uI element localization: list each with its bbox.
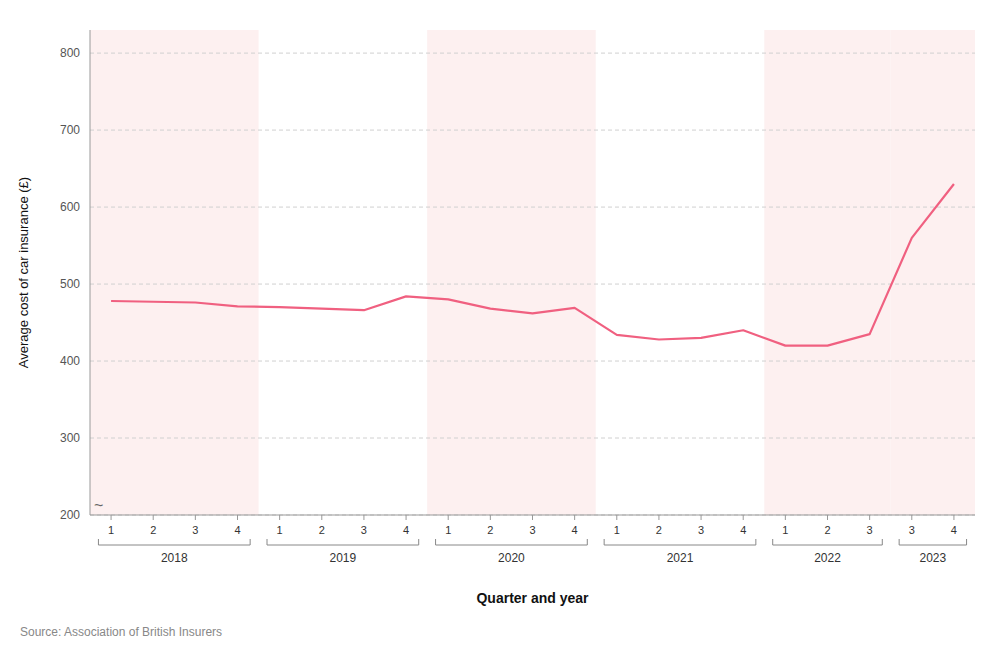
- grid-line: [90, 207, 975, 208]
- x-tick: [616, 515, 617, 520]
- x-tick: [195, 515, 196, 520]
- x-tick-label: 3: [698, 524, 704, 536]
- x-tick: [532, 515, 533, 520]
- x-tick-label: 2: [319, 524, 325, 536]
- x-tick-label: 3: [529, 524, 535, 536]
- y-tick-labels: 200 300 400 500 600 700 800: [60, 46, 80, 522]
- grid-line: [90, 361, 975, 362]
- x-tick-label: 1: [108, 524, 114, 536]
- x-tick: [321, 515, 322, 520]
- y-grid: [90, 53, 975, 515]
- x-tick: [111, 515, 112, 520]
- x-tick: [869, 515, 870, 520]
- year-label: 2022: [814, 551, 841, 565]
- x-tick: [448, 515, 449, 520]
- year-label: 2019: [330, 551, 357, 565]
- x-tick-label: 4: [740, 524, 746, 536]
- grid-line: [90, 53, 975, 54]
- year-bands: [90, 30, 975, 515]
- x-tick-label: 4: [951, 524, 957, 536]
- y-tick-label: 400: [60, 354, 80, 368]
- year-label: 2020: [498, 551, 525, 565]
- year-band: [90, 30, 259, 515]
- chart: 200 300 400 500 600 700 800 1 2 3 4 1 2 3 4 1 2 3 4 1 2 3 4 1 2 3…: [0, 0, 1000, 650]
- background: [0, 0, 1000, 650]
- x-tick-label: 1: [445, 524, 451, 536]
- x-tick-label: 2: [487, 524, 493, 536]
- axis-break: ~: [94, 497, 103, 514]
- y-tick-label: 600: [60, 200, 80, 214]
- x-tick-label: 2: [150, 524, 156, 536]
- x-tick: [658, 515, 659, 520]
- chart-container: 200 300 400 500 600 700 800 1 2 3 4 1 2 3 4 1 2 3 4 1 2 3 4 1 2 3…: [0, 0, 1000, 650]
- x-tick: [279, 515, 280, 520]
- year-label: 2023: [920, 551, 947, 565]
- x-tick-label: 4: [403, 524, 409, 536]
- year-bracket: [436, 539, 588, 545]
- line: [111, 184, 954, 346]
- annotations: 2018 2019 2020 2021 2022 2023 ~ Source: Associa…: [20, 497, 967, 639]
- year-bracket: [899, 539, 966, 545]
- x-tick-label: 4: [572, 524, 578, 536]
- x-tick: [827, 515, 828, 520]
- y-tick-label: 800: [60, 46, 80, 60]
- x-tick: [574, 515, 575, 520]
- y-tick-label: 200: [60, 508, 80, 522]
- y-axis-line: [90, 30, 91, 515]
- year-band: [427, 30, 596, 515]
- year-bracket: [267, 539, 419, 545]
- x-tick-label: 2: [824, 524, 830, 536]
- x-tick-label: 3: [909, 524, 915, 536]
- source-note: Source: Association of British Insurers: [20, 625, 222, 639]
- x-tick-label: 3: [361, 524, 367, 536]
- x-axis-label: Quarter and year: [476, 590, 589, 606]
- x-tick: [701, 515, 702, 520]
- x-tick-label: 2: [656, 524, 662, 536]
- y-tick-label: 300: [60, 431, 80, 445]
- year-band: [891, 30, 975, 515]
- x-tick: [237, 515, 238, 520]
- year-label: 2021: [667, 551, 694, 565]
- year-band: [764, 30, 890, 515]
- grid-line: [90, 438, 975, 439]
- x-tick: [743, 515, 744, 520]
- year-bracket: [604, 539, 756, 545]
- x-tick: [153, 515, 154, 520]
- x-tick-label: 3: [192, 524, 198, 536]
- x-tick-label: 1: [614, 524, 620, 536]
- grid-line: [90, 284, 975, 285]
- grid-line: [90, 130, 975, 131]
- x-tick-label: 3: [867, 524, 873, 536]
- x-tick-label: 1: [277, 524, 283, 536]
- y-tick-label: 700: [60, 123, 80, 137]
- x-ticks: 1 2 3 4 1 2 3 4 1 2 3 4 1 2 3 4 1 2 3 3 4: [108, 515, 957, 536]
- year-label: 2018: [161, 551, 188, 565]
- y-tick-label: 500: [60, 277, 80, 291]
- x-tick: [363, 515, 364, 520]
- year-bracket: [98, 539, 250, 545]
- plot-area: [111, 184, 954, 346]
- x-tick: [953, 515, 954, 520]
- x-tick-label: 4: [234, 524, 240, 536]
- y-axis-label: Average cost of car insurance (£): [16, 177, 31, 368]
- x-tick: [785, 515, 786, 520]
- x-tick-label: 1: [782, 524, 788, 536]
- x-tick: [406, 515, 407, 520]
- x-tick: [911, 515, 912, 520]
- year-bracket: [773, 539, 883, 545]
- x-tick: [490, 515, 491, 520]
